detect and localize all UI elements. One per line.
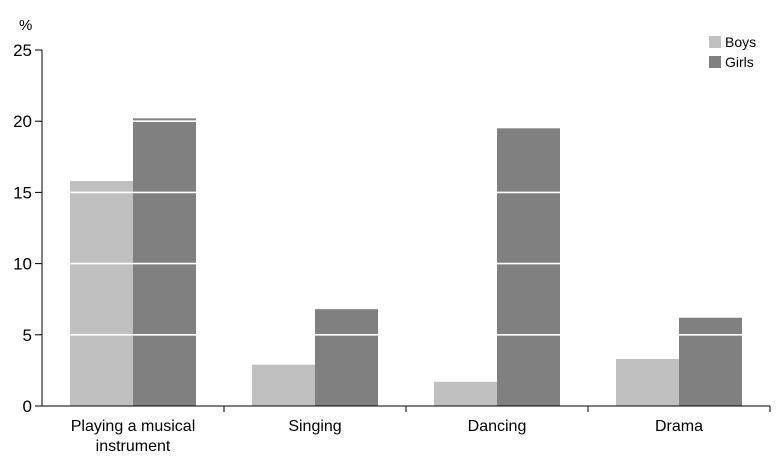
legend-swatch-girls (709, 56, 721, 68)
y-tick-label: 20 (13, 112, 32, 131)
legend-swatch-boys (709, 36, 721, 48)
bar-girls-1 (133, 118, 196, 407)
bar-girls-2 (315, 309, 378, 406)
bar-boys-4 (616, 359, 679, 406)
gridlines-group (43, 49, 770, 336)
y-tick-label: 25 (13, 41, 32, 60)
y-unit-label: % (19, 17, 32, 34)
y-ticks-group: 0 5 10 15 20 25 (13, 41, 42, 416)
y-tick-label: 5 (23, 326, 32, 345)
x-category-label: Dancing (468, 418, 527, 435)
bar-girls-3 (497, 128, 560, 406)
bar-boys-3 (434, 381, 497, 406)
bars-group (70, 118, 742, 407)
legend: Boys Girls (709, 34, 756, 70)
x-category-label: Drama (655, 418, 703, 435)
x-category-label: Playing a musical instrument (71, 418, 196, 455)
x-category-label: Singing (288, 418, 341, 435)
bar-girls-4 (679, 317, 742, 406)
y-tick-label: 15 (13, 183, 32, 202)
legend-label-boys: Boys (725, 34, 756, 50)
y-tick-label: 0 (23, 397, 32, 416)
bar-boys-2 (252, 364, 315, 406)
x-labels-group: Playing a musical instrument Singing Dancin… (71, 406, 771, 455)
y-tick-label: 10 (13, 255, 32, 274)
legend-label-girls: Girls (725, 54, 754, 70)
bar-boys-1 (70, 181, 133, 406)
